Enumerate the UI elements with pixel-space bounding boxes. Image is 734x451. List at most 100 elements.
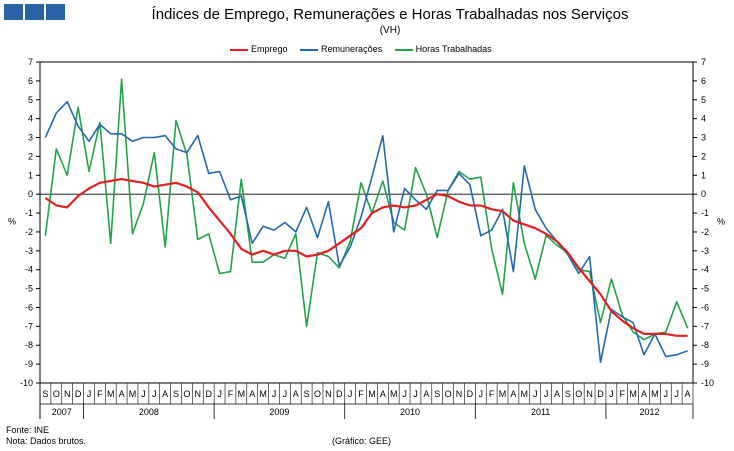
legend-label: Emprego [251,44,288,54]
month-label: D [336,389,343,399]
month-label: J [87,389,92,399]
month-label: S [42,389,48,399]
logo-block [46,4,65,20]
y-tick-label-left: -9 [25,359,33,369]
y-tick-label-left: 4 [28,114,33,124]
y-tick-label-left: -6 [25,302,33,312]
y-tick-label-left: -8 [25,340,33,350]
month-label: M [107,389,115,399]
legend-swatch [394,48,413,51]
month-label: D [75,389,82,399]
month-label: N [586,389,593,399]
month-label: A [380,389,386,399]
month-label: J [479,389,484,399]
y-axis-label-left: % [8,216,16,226]
legend-item-horas: Horas Trabalhadas [394,44,492,54]
month-label: J [664,389,669,399]
month-label: M [259,389,267,399]
month-label: J [283,389,288,399]
chart-subtitle: (VH) [379,25,401,36]
y-tick-label-right: -8 [701,340,709,350]
month-label: D [205,389,212,399]
month-label: F [228,389,234,399]
month-label: A [249,389,255,399]
year-label: 2008 [139,407,159,417]
y-tick-label-left: 1 [28,170,33,180]
month-label: A [641,389,647,399]
y-tick-label-right: -5 [701,284,709,294]
month-label: S [173,389,179,399]
y-tick-label-left: -10 [20,378,33,388]
y-tick-label-left: -2 [25,227,33,237]
month-label: J [402,389,407,399]
month-label: F [489,389,495,399]
month-label: D [597,389,604,399]
year-label: 2009 [269,407,289,417]
month-label: M [368,389,376,399]
y-tick-label-left: 2 [28,151,33,161]
y-tick-label-right: 5 [701,95,706,105]
month-label: J [152,389,157,399]
month-label: M [390,389,398,399]
logo-block [4,4,23,20]
month-label: A [510,389,516,399]
month-label: M [521,389,529,399]
month-label: S [304,389,310,399]
month-label: F [620,389,626,399]
series-line-remuneracoes [44,100,688,364]
month-label: O [183,389,190,399]
month-label: J [544,389,549,399]
y-tick-label-right: 7 [701,57,706,67]
month-label: J [141,389,146,399]
year-label: 2012 [639,407,659,417]
month-label: M [629,389,637,399]
y-tick-label-right: -3 [701,246,709,256]
month-label: F [358,389,364,399]
month-label: D [467,389,474,399]
y-tick-label-left: -4 [25,265,33,275]
month-label: A [423,389,429,399]
month-label: S [565,389,571,399]
year-label: 2010 [400,407,420,417]
y-tick-label-right: -10 [701,378,714,388]
y-tick-label-right: 2 [701,151,706,161]
month-label: N [64,389,71,399]
month-label: J [533,389,538,399]
y-tick-label-left: 6 [28,76,33,86]
month-label: M [129,389,137,399]
y-tick-label-right: 4 [701,114,706,124]
y-tick-label-left: 3 [28,133,33,143]
y-tick-label-left: -3 [25,246,33,256]
month-label: M [238,389,246,399]
month-label: J [348,389,353,399]
y-tick-label-right: -7 [701,321,709,331]
chart-title: Índices de Emprego, Remunerações e Horas… [151,6,629,23]
month-label: N [195,389,202,399]
legend-item-emprego: Emprego [230,44,288,54]
logo-block [25,4,44,20]
y-tick-label-left: -7 [25,321,33,331]
month-label: O [445,389,452,399]
y-tick-label-right: -2 [701,227,709,237]
month-label: J [217,389,222,399]
month-label: A [685,389,691,399]
legend-item-remuneracoes: Remunerações [300,44,382,54]
y-tick-label-left: 5 [28,95,33,105]
logo [4,4,67,25]
y-axis-label-right: % [717,216,725,226]
month-label: A [554,389,560,399]
credit-note: (Gráfico: GEE) [332,436,392,446]
month-label: S [434,389,440,399]
y-tick-label-left: 7 [28,57,33,67]
y-tick-label-right: -1 [701,208,709,218]
month-label: M [651,389,659,399]
month-label: M [499,389,507,399]
y-tick-label-right: -4 [701,265,709,275]
y-tick-label-right: -9 [701,359,709,369]
y-tick-label-right: 3 [701,133,706,143]
y-tick-label-left: -5 [25,284,33,294]
y-tick-label-right: 6 [701,76,706,86]
legend: Emprego Remunerações Horas Trabalhadas [230,44,502,54]
y-tick-label-left: -1 [25,208,33,218]
